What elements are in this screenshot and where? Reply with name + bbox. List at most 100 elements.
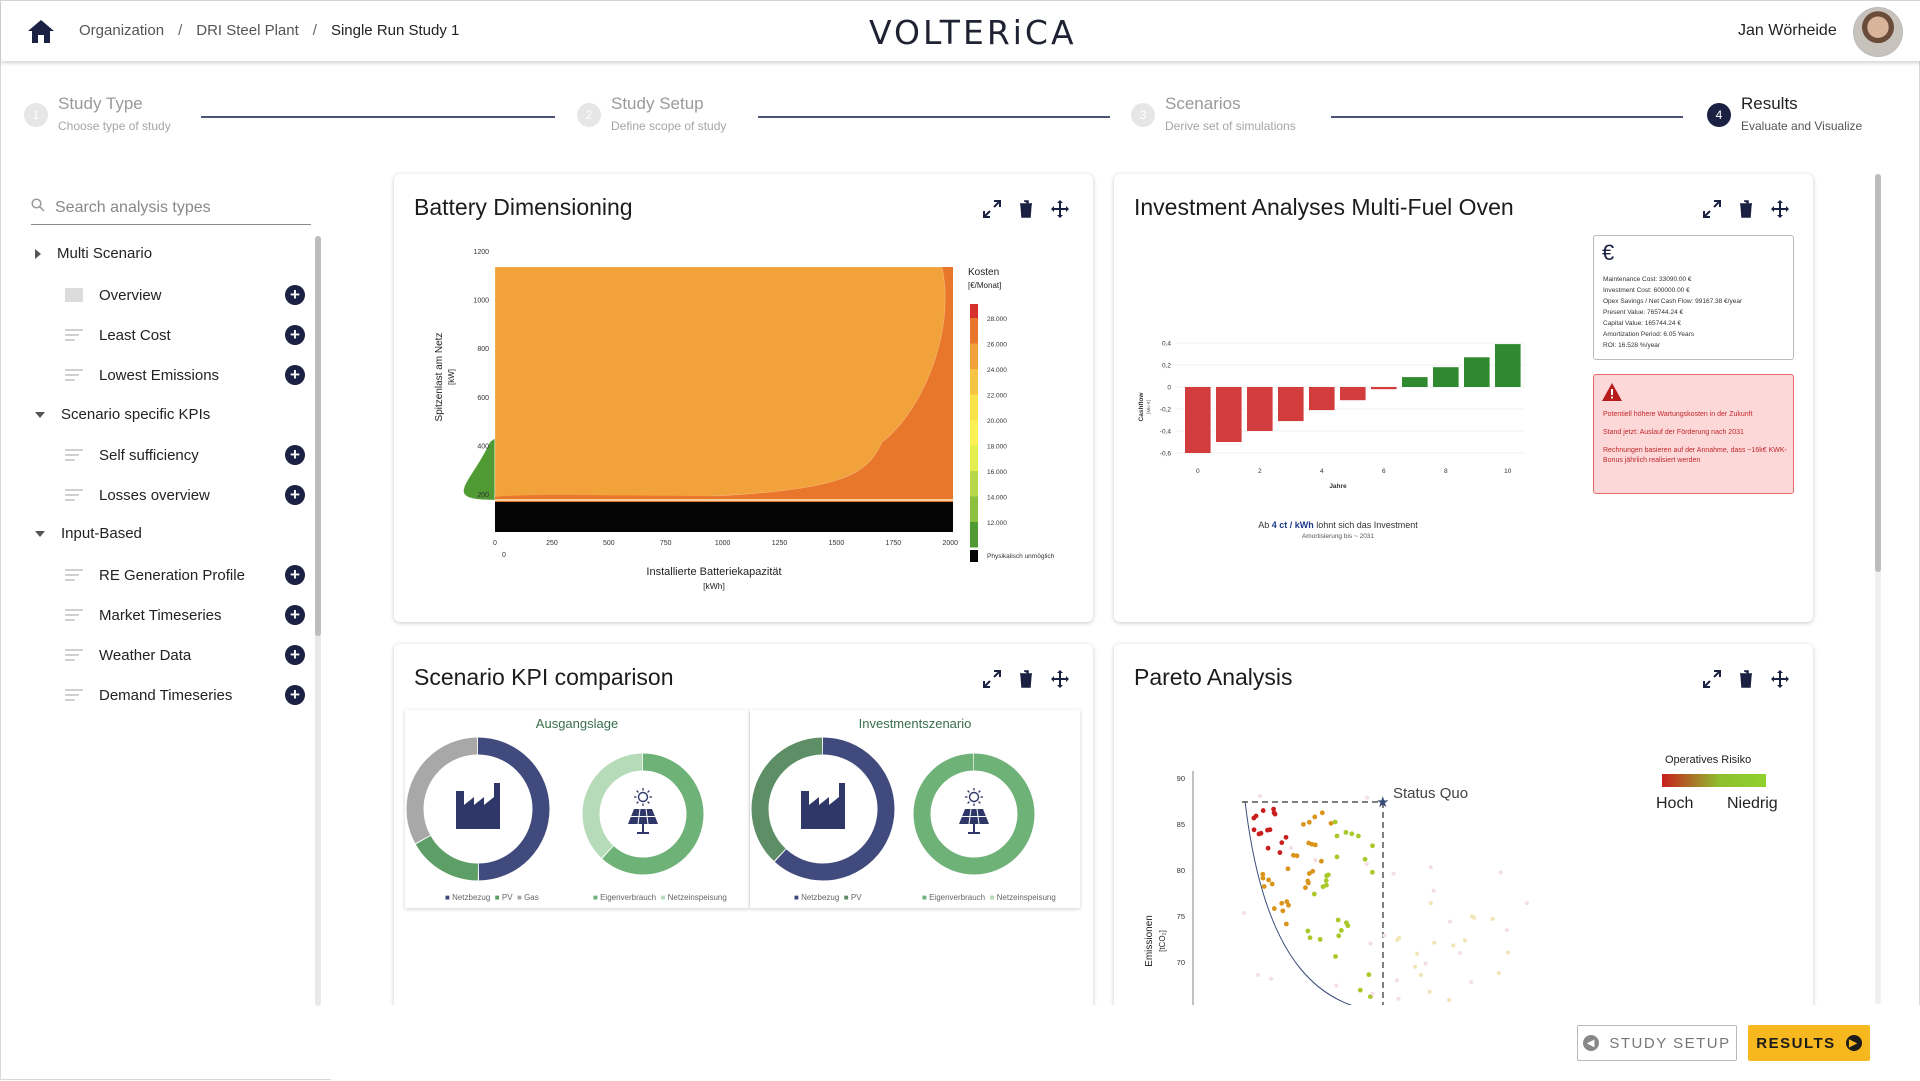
scatter-point-faded — [1524, 901, 1529, 906]
step-scenarios[interactable]: 3 Scenarios Derive set of simulations — [1131, 94, 1296, 133]
study-stepper: 1 Study Type Choose type of study 2 Stud… — [1, 61, 1920, 151]
expand-icon[interactable] — [1702, 669, 1722, 689]
sidebar-item-losses-overview[interactable]: Losses overview + — [65, 482, 305, 508]
scrollbar-thumb[interactable] — [1875, 174, 1881, 572]
factory-icon — [456, 783, 500, 829]
add-icon[interactable]: + — [285, 445, 305, 465]
scatter-point — [1291, 852, 1296, 858]
sidebar-item-lowest-emissions[interactable]: Lowest Emissions + — [65, 362, 305, 388]
step-connector — [1331, 116, 1683, 118]
group-input-based[interactable]: Input-Based — [35, 525, 142, 542]
expand-icon[interactable] — [1702, 199, 1722, 219]
scatter-point-faded — [1504, 928, 1509, 933]
cashflow-bar — [1340, 387, 1366, 401]
step-subtitle: Evaluate and Visualize — [1741, 119, 1863, 133]
sidebar-item-demand-timeseries[interactable]: Demand Timeseries + — [65, 682, 305, 708]
sidebar-item-label: Overview — [99, 286, 162, 304]
donut-segment — [751, 737, 895, 881]
expand-icon[interactable] — [982, 199, 1002, 219]
colorbar-swatch — [970, 394, 978, 420]
step-subtitle: Derive set of simulations — [1165, 119, 1296, 133]
step-number: 4 — [1707, 103, 1731, 127]
step-study-setup[interactable]: 2 Study Setup Define scope of study — [577, 94, 726, 133]
investment-caption: Ab 4 ct / kWh lohnt sich das Investment — [1258, 520, 1418, 530]
sidebar-item-least-cost[interactable]: Least Cost + — [65, 322, 305, 348]
scatter-point — [1323, 878, 1329, 883]
move-icon[interactable] — [1050, 199, 1070, 219]
scatter-point — [1294, 853, 1300, 859]
step-results[interactable]: 4 Results Evaluate and Visualize — [1707, 94, 1862, 133]
scatter-point — [1318, 858, 1324, 864]
sidebar-item-self-sufficiency[interactable]: Self sufficiency + — [65, 442, 305, 468]
scatter-point-faded — [1427, 989, 1432, 994]
scatter-point — [1317, 936, 1323, 942]
cashflow-bar — [1185, 387, 1211, 453]
y-tick-label: 600 — [477, 395, 489, 402]
add-icon[interactable]: + — [285, 605, 305, 625]
group-scenario-kpis[interactable]: Scenario specific KPIs — [35, 406, 210, 423]
sidebar-item-overview[interactable]: Overview + — [65, 282, 305, 308]
scatter-point — [1306, 871, 1312, 876]
add-icon[interactable]: + — [285, 645, 305, 665]
scatter-point — [1344, 920, 1349, 926]
scatter-point — [1260, 875, 1266, 881]
trash-icon[interactable] — [1736, 199, 1756, 219]
scatter-point-faded — [1458, 951, 1463, 956]
sidebar-item-weather-data[interactable]: Weather Data + — [65, 642, 305, 668]
results-button[interactable]: RESULTS ▶ — [1748, 1025, 1870, 1061]
info-line: ROI: 16.528 %/year — [1603, 342, 1661, 349]
trash-icon[interactable] — [1016, 199, 1036, 219]
expand-icon[interactable] — [982, 669, 1002, 689]
add-icon[interactable]: + — [285, 565, 305, 585]
study-setup-button[interactable]: ◀ STUDY SETUP — [1577, 1025, 1737, 1061]
x-axis-unit: [kWh] — [703, 581, 725, 591]
arrow-left-icon: ◀ — [1583, 1035, 1600, 1051]
scatter-point — [1258, 830, 1264, 836]
scatter-point — [1280, 908, 1286, 914]
move-icon[interactable] — [1770, 669, 1790, 689]
sidebar-item-re-generation[interactable]: RE Generation Profile + — [65, 562, 305, 588]
main-scrollbar[interactable] — [1875, 174, 1881, 1004]
search-input[interactable] — [55, 198, 295, 217]
y-tick-label: 0,2 — [1162, 363, 1171, 370]
add-icon[interactable]: + — [285, 285, 305, 305]
group-multi-scenario[interactable]: Multi Scenario — [35, 245, 152, 262]
card-actions — [982, 669, 1070, 689]
heatmap-impossible-area — [495, 502, 953, 532]
avatar[interactable] — [1853, 7, 1903, 57]
sidebar-item-market-timeseries[interactable]: Market Timeseries + — [65, 602, 305, 628]
breadcrumb-organization[interactable]: Organization — [79, 22, 165, 39]
scatter-point-faded — [1448, 919, 1453, 924]
step-study-type[interactable]: 1 Study Type Choose type of study — [24, 94, 171, 133]
scatter-point-faded — [1382, 933, 1387, 938]
risk-gradient-bar — [1662, 774, 1766, 787]
legend-item: PV — [850, 893, 862, 902]
add-icon[interactable]: + — [285, 685, 305, 705]
breadcrumb-separator: / — [178, 22, 183, 39]
group-label: Input-Based — [61, 525, 142, 542]
scatter-point-faded — [1469, 980, 1474, 985]
scatter-point — [1279, 900, 1285, 906]
donut-segment — [582, 753, 704, 875]
move-icon[interactable] — [1770, 199, 1790, 219]
user-name[interactable]: Jan Wörheide — [1738, 22, 1837, 39]
scatter-point-faded — [1428, 865, 1433, 870]
colorbar-label: 20.000 — [987, 418, 1007, 425]
add-icon[interactable]: + — [285, 325, 305, 345]
investment-caption-sub: Amortisierung bis ~ 2031 — [1302, 533, 1374, 540]
breadcrumb-project[interactable]: DRI Steel Plant — [196, 22, 299, 39]
add-icon[interactable]: + — [285, 365, 305, 385]
scatter-point — [1305, 928, 1311, 934]
home-icon[interactable] — [27, 18, 55, 44]
cashflow-bar — [1371, 387, 1397, 390]
sidebar-item-label: Market Timeseries — [99, 606, 222, 624]
chevron-down-icon — [35, 411, 45, 418]
move-icon[interactable] — [1050, 669, 1070, 689]
scrollbar-thumb[interactable] — [315, 236, 321, 636]
add-icon[interactable]: + — [285, 485, 305, 505]
y-axis-unit: [tCO₂] — [1158, 930, 1167, 952]
trash-icon[interactable] — [1016, 669, 1036, 689]
trash-icon[interactable] — [1736, 669, 1756, 689]
donut-segment — [913, 753, 1035, 875]
sidebar-scrollbar[interactable] — [315, 236, 321, 1006]
